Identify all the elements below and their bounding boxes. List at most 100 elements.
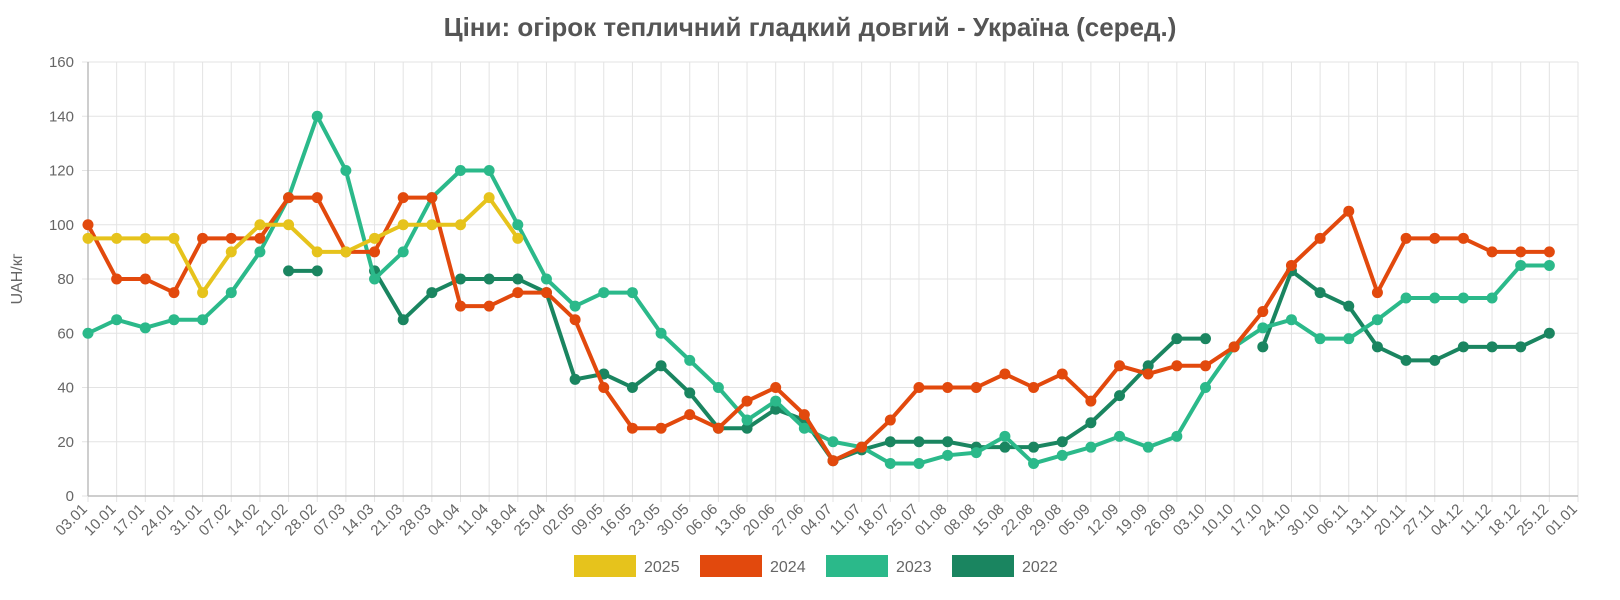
data-point-2024 [1429,232,1441,244]
x-tick-label: 15.08 [969,501,1008,540]
data-point-2022 [1314,287,1326,299]
x-tick-label: 25.04 [511,501,550,540]
x-tick-label: 17.01 [110,501,149,540]
data-point-2025 [111,232,123,244]
data-point-2022 [999,441,1011,453]
data-point-2022 [770,403,782,415]
data-point-2024 [741,395,753,407]
data-point-2024 [1543,246,1555,258]
x-tick-label: 03.01 [52,501,91,540]
x-tick-label: 04.07 [797,501,836,540]
data-point-2024 [1028,382,1040,393]
data-point-2022 [1142,360,1154,372]
x-tick-label: 20.06 [740,501,779,540]
x-tick-label: 24.10 [1256,501,1295,540]
data-point-2022 [1085,417,1097,429]
data-point-2024 [369,246,381,258]
series-2025 [82,192,524,299]
data-point-2022 [1171,333,1183,345]
data-point-2022 [1486,341,1498,353]
x-tick-label: 09.05 [568,501,607,540]
data-point-2024 [1085,395,1097,407]
data-point-2024 [798,409,810,421]
data-point-2022 [913,436,925,448]
legend-label: 2024 [770,559,806,576]
legend-item-2022: 2022 [952,555,1058,577]
data-point-2025 [82,232,94,244]
x-tick-label: 18.12 [1485,501,1524,540]
data-point-2022 [1543,327,1555,339]
data-point-2023 [82,327,94,339]
x-tick-label: 01.08 [912,501,951,540]
data-point-2023 [913,457,925,469]
data-point-2023 [942,449,954,461]
data-point-2024 [884,414,896,426]
data-point-2024 [598,382,610,393]
data-point-2022 [884,436,896,448]
legend-item-2024: 2024 [700,555,806,577]
data-point-2024 [1457,232,1469,244]
x-tick-label: 18.07 [855,501,894,540]
data-point-2023 [111,314,123,326]
data-point-2024 [942,382,954,393]
data-point-2022 [655,360,667,372]
x-tick-label: 17.10 [1227,501,1266,540]
data-point-2022 [684,387,696,399]
data-point-2023 [1142,441,1154,453]
data-point-2025 [397,219,409,231]
data-point-2023 [455,165,466,176]
legend-swatch [826,555,888,577]
data-point-2023 [1457,292,1469,304]
data-point-2024 [1142,368,1154,380]
data-point-2024 [426,192,438,204]
data-point-2023 [741,414,753,426]
data-point-2025 [369,232,381,244]
data-point-2023 [798,422,810,434]
grid [82,61,1579,502]
x-tick-label: 16.05 [597,501,636,540]
data-point-2025 [283,219,295,231]
data-point-2024 [197,232,209,244]
data-point-2024 [397,192,409,204]
data-point-2024 [1486,246,1498,258]
data-point-2025 [483,192,495,204]
x-tick-label: 03.10 [1170,501,1209,540]
data-point-2023 [225,287,237,299]
data-point-2023 [626,287,638,299]
data-point-2022 [626,382,638,393]
data-point-2023 [827,436,839,448]
y-axis-label: UAH/кг [9,253,26,304]
chart-title: Ціни: огірок тепличний гладкий довгий - … [443,12,1177,42]
data-point-2024 [712,422,724,434]
data-point-2023 [712,382,724,393]
y-tick-label: 0 [66,488,74,505]
legend-label: 2025 [644,559,680,576]
data-point-2022 [1028,441,1040,453]
x-tick-label: 02.05 [539,501,578,540]
data-point-2023 [1343,333,1355,345]
data-point-2025 [311,246,323,258]
x-tick-label: 21.03 [367,501,406,540]
data-point-2022 [1056,436,1068,448]
y-tick-label: 40 [57,380,74,397]
legend-item-2025: 2025 [574,555,680,577]
data-point-2024 [827,455,839,467]
series-line-2024 [86,195,1552,463]
data-point-2024 [1343,205,1355,217]
data-point-2024 [856,441,868,453]
data-point-2024 [913,382,925,393]
data-point-2023 [1429,292,1441,304]
data-point-2023 [168,314,180,326]
data-point-2023 [254,246,266,258]
x-tick-label: 05.09 [1055,501,1094,540]
data-point-2025 [168,232,180,244]
data-point-2024 [684,409,696,421]
data-point-2023 [1171,430,1183,442]
legend-swatch [574,555,636,577]
data-point-2023 [1200,382,1211,393]
data-point-2024 [283,192,295,204]
data-point-2022 [1515,341,1527,353]
legend: 2025 2024 2023 2022 [574,555,1058,577]
data-point-2023 [369,273,381,285]
data-point-2022 [569,373,581,385]
